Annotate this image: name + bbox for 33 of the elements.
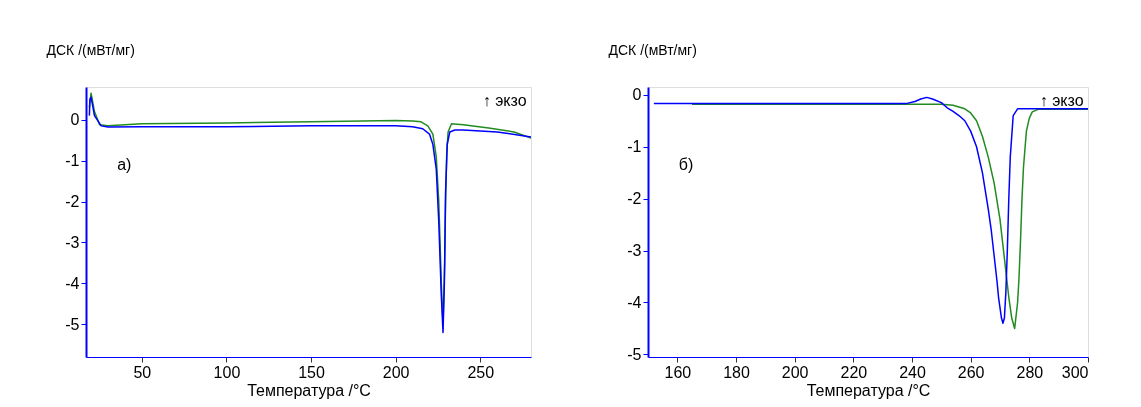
annotation: ↑ экзо	[1039, 91, 1084, 109]
annotation: а)	[117, 156, 132, 174]
x-tick-label: 150	[298, 363, 325, 381]
x-axis-title: Температура /°C	[247, 381, 371, 399]
y-tick-label: -5	[65, 315, 80, 333]
x-tick-label: 260	[957, 363, 985, 381]
x-tick-label: 180	[723, 363, 750, 381]
y-tick-label: -1	[65, 152, 80, 170]
annotation: б)	[678, 156, 694, 174]
x-tick-label: 220	[840, 363, 868, 381]
y-tick-label: -3	[627, 242, 642, 260]
y-tick-label: -3	[65, 233, 80, 251]
y-axis-title: ДСК /(мВт/мг)	[46, 41, 135, 58]
y-tick-label: -2	[627, 190, 642, 208]
y-tick-label: -4	[627, 293, 642, 311]
x-tick-label: 280	[1016, 363, 1044, 381]
y-tick-label: 0	[70, 111, 80, 129]
y-axis-title: ДСК /(мВт/мг)	[608, 41, 697, 58]
x-tick-label: 240	[899, 363, 926, 381]
x-axis-title: Температура /°C	[806, 381, 931, 399]
y-tick-label: -2	[65, 193, 80, 211]
y-tick-label: -1	[627, 138, 642, 156]
x-tick-label: 50	[133, 363, 152, 381]
y-tick-label: -4	[65, 274, 80, 292]
y-tick-label: 0	[632, 86, 642, 104]
x-tick-label: 160	[664, 363, 692, 381]
y-tick-label: -5	[627, 345, 642, 363]
annotation: ↑ экзо	[482, 91, 527, 109]
x-tick-label: 300	[1061, 363, 1089, 381]
x-tick-label: 100	[213, 363, 241, 381]
x-tick-label: 250	[467, 363, 495, 381]
x-tick-label: 200	[382, 363, 410, 381]
x-tick-label: 200	[781, 363, 809, 381]
